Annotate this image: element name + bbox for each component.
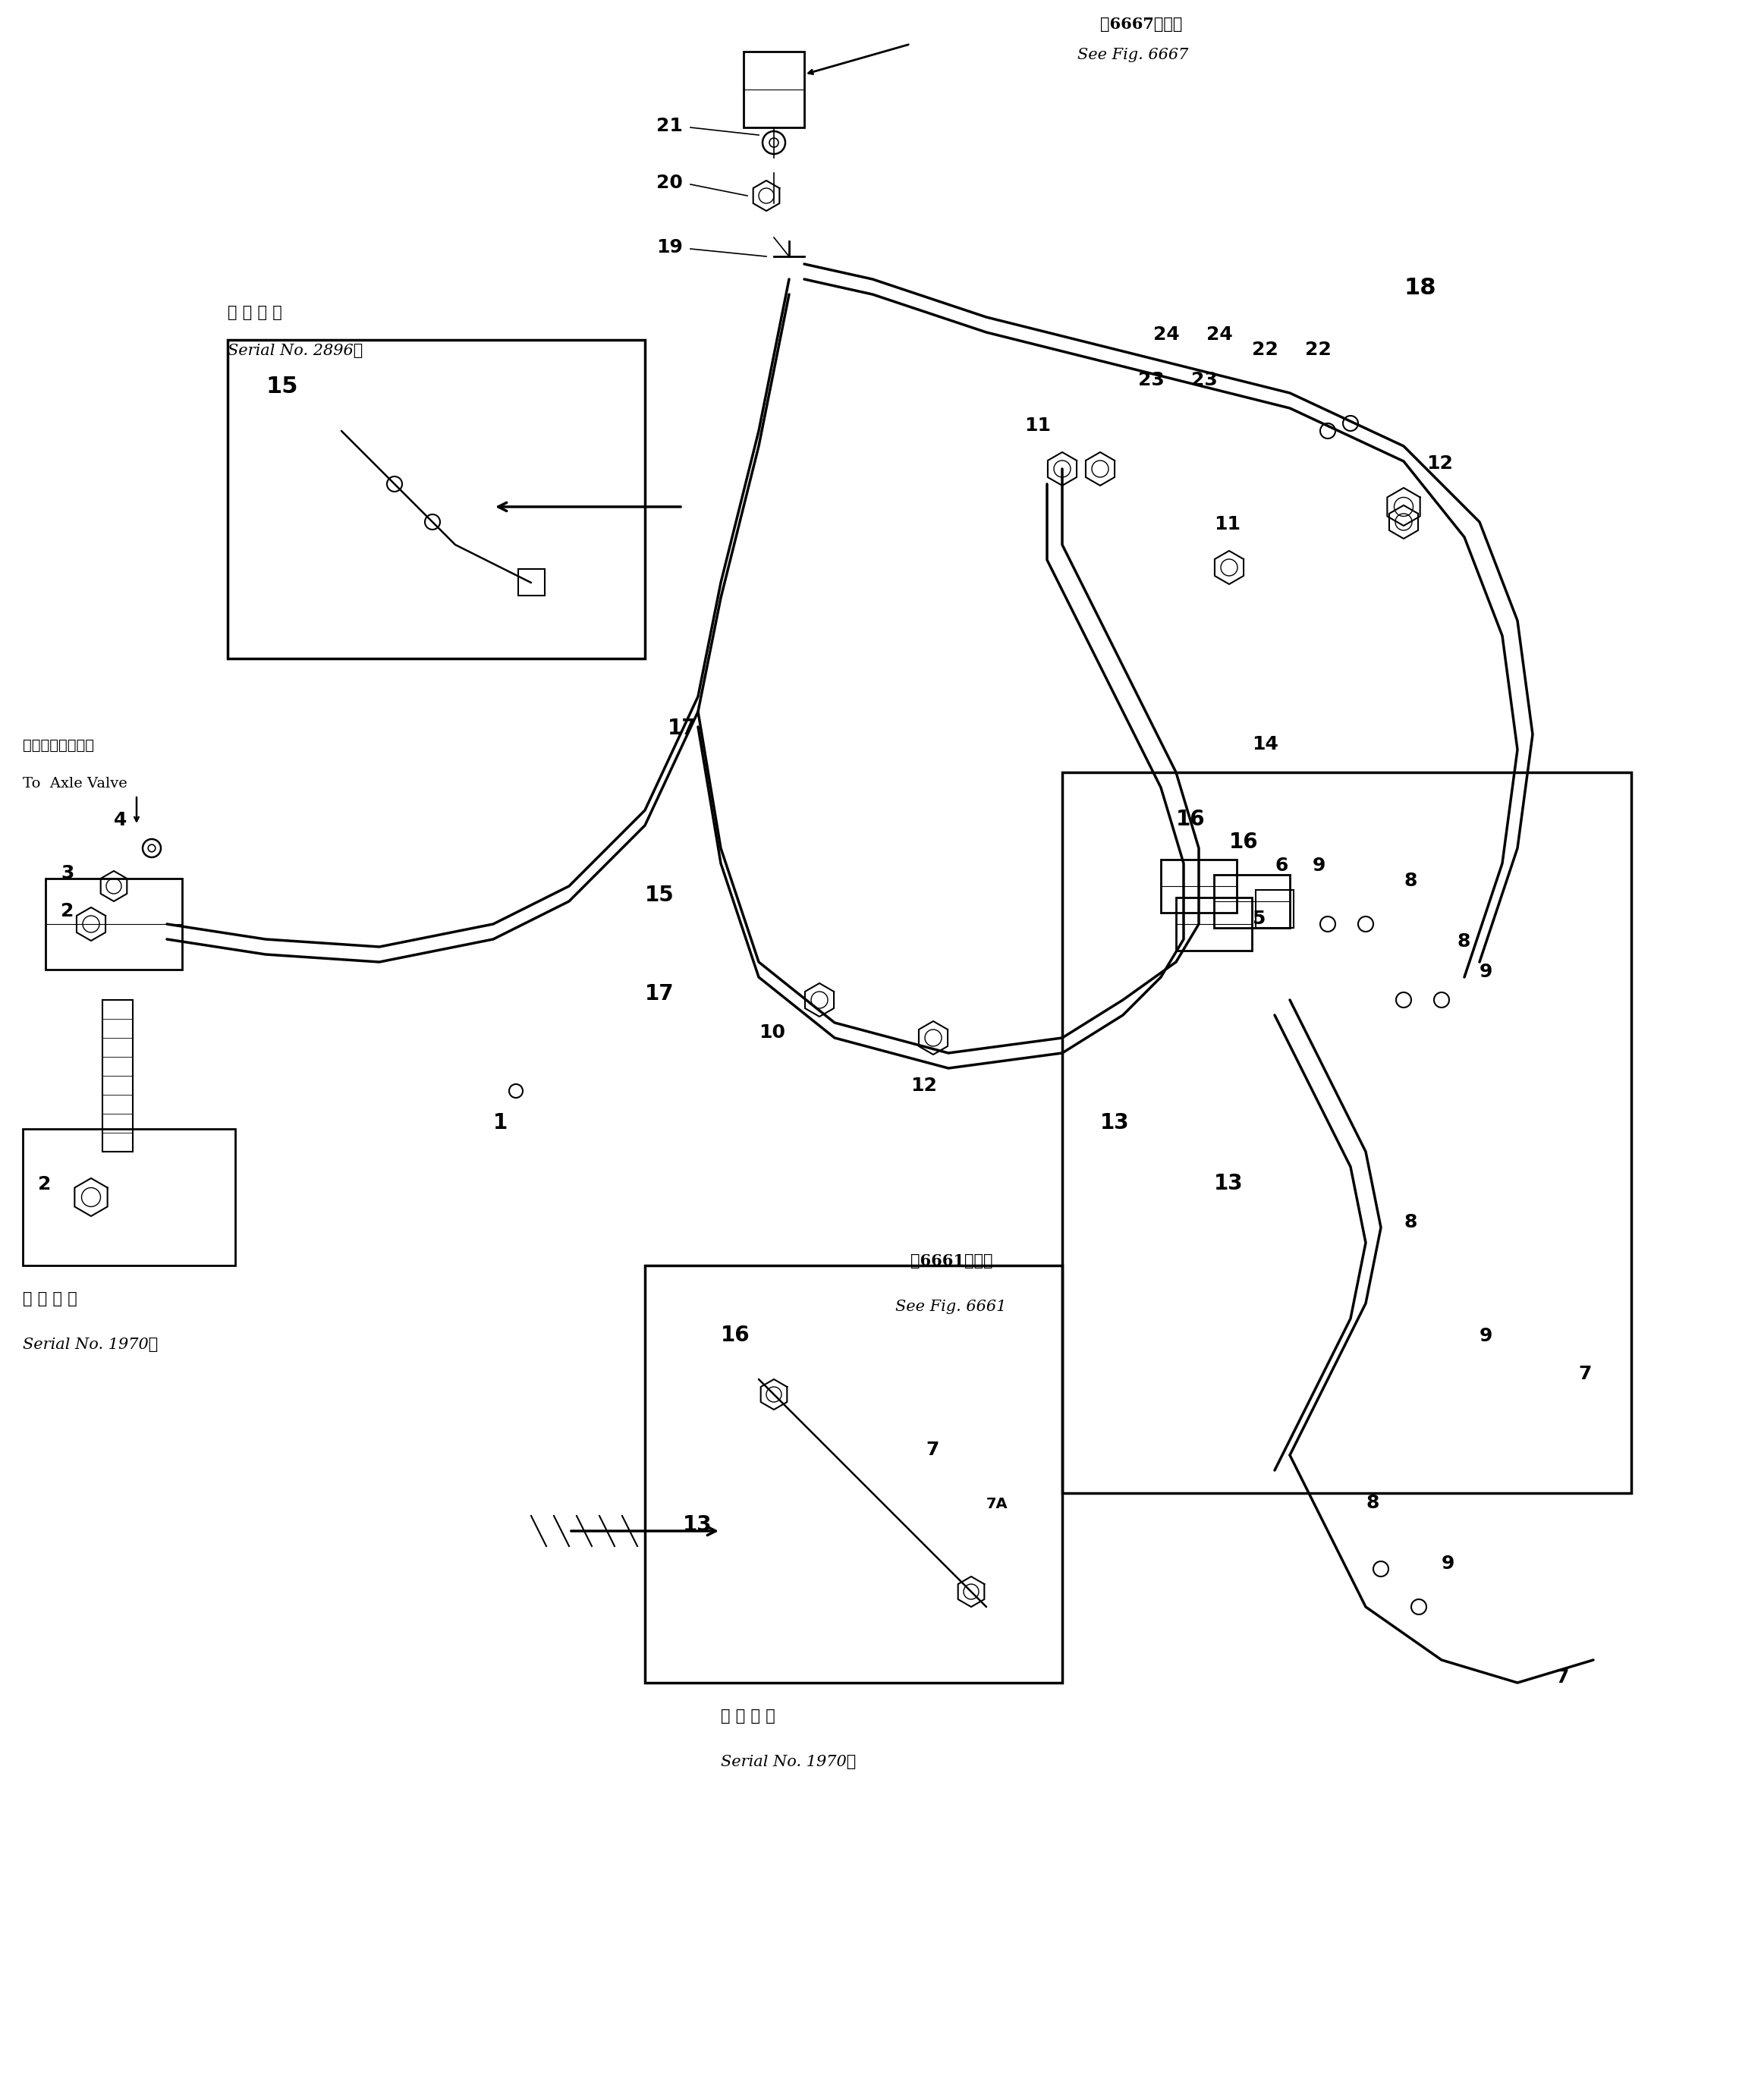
Text: 第6667図参照: 第6667図参照 <box>1101 17 1182 31</box>
Text: 24: 24 <box>1153 326 1180 344</box>
Text: 16: 16 <box>1176 808 1205 830</box>
Text: 7: 7 <box>926 1441 939 1460</box>
Text: 5: 5 <box>1252 909 1264 928</box>
Text: Serial No. 1970～: Serial No. 1970～ <box>23 1338 158 1352</box>
Text: 23: 23 <box>1190 372 1217 388</box>
Text: 13: 13 <box>683 1514 711 1535</box>
Bar <box>645 1266 1062 1682</box>
Bar <box>1062 773 1631 1493</box>
Bar <box>1213 876 1289 928</box>
Text: アクスルバルブへ: アクスルバルブへ <box>23 739 93 752</box>
Text: 18: 18 <box>1404 277 1435 298</box>
Text: 22: 22 <box>1305 340 1331 359</box>
Text: 16: 16 <box>1229 832 1259 853</box>
Text: 2: 2 <box>60 903 74 920</box>
Text: 24: 24 <box>1206 326 1233 344</box>
Bar <box>518 569 544 596</box>
Bar <box>1176 897 1252 951</box>
Text: 13: 13 <box>1101 1113 1129 1134</box>
Bar <box>1160 859 1236 913</box>
Text: 4: 4 <box>114 811 127 830</box>
Text: 23: 23 <box>1138 372 1164 388</box>
Text: 13: 13 <box>1213 1174 1243 1195</box>
Text: 17: 17 <box>645 983 674 1004</box>
Bar <box>743 52 805 128</box>
Bar <box>1256 890 1294 928</box>
Text: 17: 17 <box>667 718 697 739</box>
Text: 14: 14 <box>1252 735 1278 754</box>
Text: 8: 8 <box>1404 872 1418 890</box>
Text: 9: 9 <box>1479 1327 1493 1346</box>
Text: See Fig. 6667: See Fig. 6667 <box>1078 48 1189 63</box>
Text: 15: 15 <box>266 376 298 397</box>
Text: 20: 20 <box>657 174 683 191</box>
Text: 7: 7 <box>1555 1667 1569 1686</box>
Text: 12: 12 <box>1426 454 1453 473</box>
Text: See Fig. 6661: See Fig. 6661 <box>895 1300 1006 1315</box>
Text: 適 用 号 機: 適 用 号 機 <box>23 1292 77 1306</box>
Text: 7: 7 <box>1578 1365 1592 1384</box>
Text: 3: 3 <box>60 863 74 882</box>
Bar <box>102 1000 132 1151</box>
Text: 7A: 7A <box>986 1497 1007 1512</box>
Text: 11: 11 <box>1213 514 1240 533</box>
Text: 19: 19 <box>657 237 683 256</box>
Text: Serial No. 1970～: Serial No. 1970～ <box>720 1756 856 1768</box>
Text: To  Axle Valve: To Axle Valve <box>23 777 127 790</box>
Bar <box>227 340 645 659</box>
Bar <box>46 878 181 970</box>
Text: 6: 6 <box>1275 857 1287 876</box>
Text: 22: 22 <box>1252 340 1278 359</box>
Text: 9: 9 <box>1442 1554 1455 1573</box>
Text: 8: 8 <box>1404 1214 1418 1231</box>
Text: 15: 15 <box>645 884 674 905</box>
Bar <box>23 1130 236 1266</box>
Text: 12: 12 <box>910 1077 937 1094</box>
Text: 21: 21 <box>657 118 683 134</box>
Text: 8: 8 <box>1456 932 1470 951</box>
Text: 16: 16 <box>720 1325 750 1346</box>
Text: 第6661図参照: 第6661図参照 <box>910 1254 993 1268</box>
Text: 適 用 号 機: 適 用 号 機 <box>720 1709 775 1724</box>
Text: Serial No. 2896～: Serial No. 2896～ <box>227 344 363 359</box>
Text: 11: 11 <box>1025 416 1051 435</box>
Text: 8: 8 <box>1367 1493 1379 1512</box>
Text: 2: 2 <box>39 1176 51 1193</box>
Text: 10: 10 <box>759 1023 785 1042</box>
Text: 1: 1 <box>493 1113 507 1134</box>
Text: 適 用 号 機: 適 用 号 機 <box>227 304 282 319</box>
Text: 9: 9 <box>1312 857 1326 876</box>
Text: 9: 9 <box>1479 962 1493 981</box>
